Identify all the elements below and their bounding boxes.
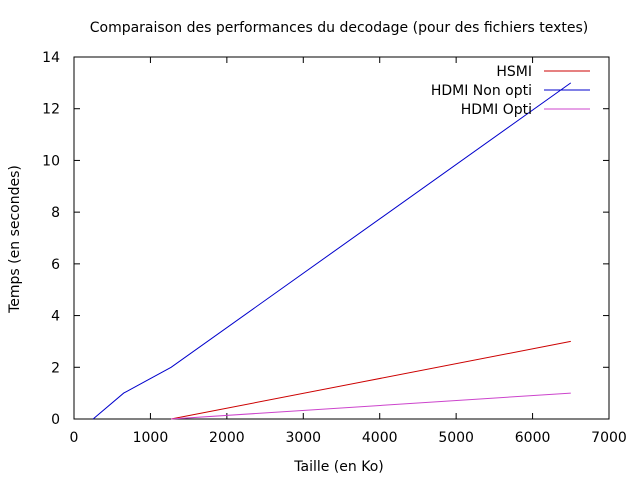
y-tick-label: 8 [51,205,60,221]
axis-ticks: 0 1000 2000 3000 4000 5000 6000 7000 0 2 4 6 8 10 12 14 [42,50,627,446]
data-series [92,82,572,420]
y-axis-label: Temps (en secondes) [7,165,23,314]
legend: HSMI HDMI Non opti HDMI Opti [431,64,590,118]
y-tick-label: 10 [42,153,60,169]
legend-label-hsmi: HSMI [496,64,532,80]
series-line-hdmi-opti [171,392,571,420]
y-tick-label: 2 [51,360,60,376]
y-tick-label: 12 [42,102,60,118]
x-axis-label: Taille (en Ko) [293,459,383,475]
y-tick-label: 6 [51,257,60,273]
legend-label-hdmi-non-opti: HDMI Non opti [431,83,532,99]
y-tick-label: 0 [51,412,60,428]
chart-title: Comparaison des performances du decodage… [90,20,589,36]
x-tick-label: 5000 [438,430,474,446]
plot-area [73,56,610,420]
series-line-hdmi-non-opti [92,82,572,420]
plot-frame [73,56,610,420]
x-tick-label: 2000 [209,430,245,446]
y-tick-label: 4 [51,309,60,325]
legend-label-hdmi-opti: HDMI Opti [461,102,532,118]
x-tick-label: 1000 [133,430,169,446]
x-tick-label: 6000 [515,430,551,446]
x-tick-label: 3000 [285,430,321,446]
x-tick-label: 7000 [591,430,627,446]
series-line-hsmi [171,340,571,420]
x-tick-label: 0 [70,430,79,446]
x-tick-label: 4000 [362,430,398,446]
y-tick-label: 14 [42,50,60,66]
